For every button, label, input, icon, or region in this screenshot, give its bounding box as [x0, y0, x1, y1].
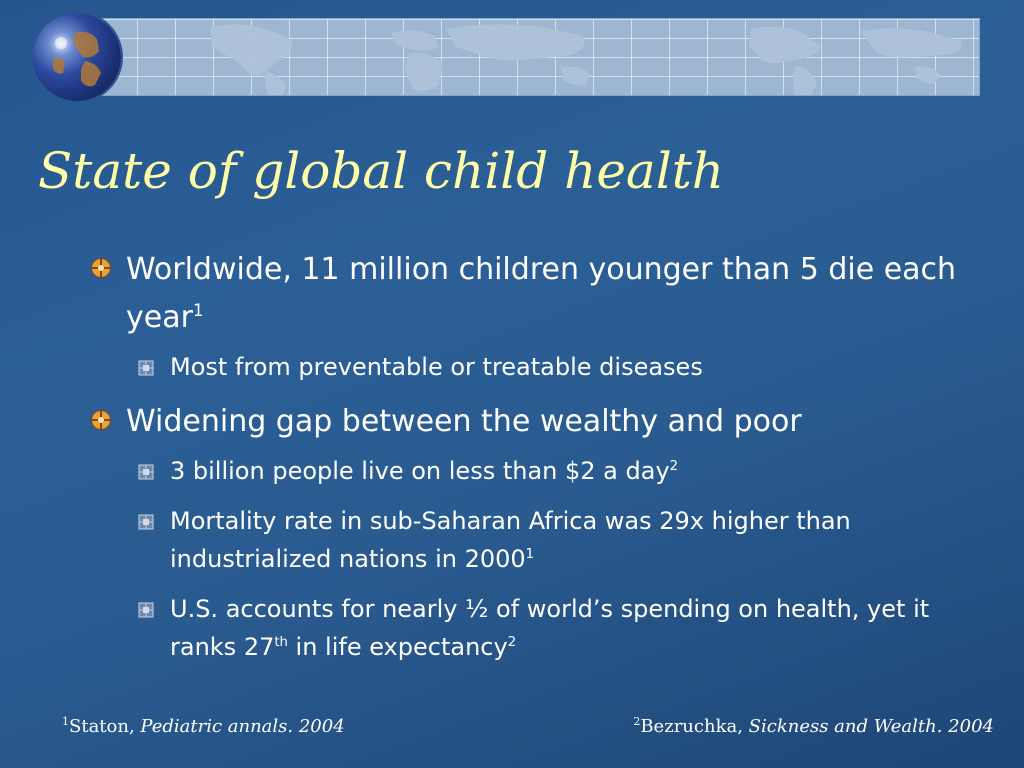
footnote-source: Sickness and Wealth. 2004 [748, 716, 994, 737]
sub-bullet-item: Mortality rate in sub-Saharan Africa was… [90, 502, 970, 578]
bullet-list: Worldwide, 11 million children younger t… [90, 246, 970, 678]
sub-bullet-text: Mortality rate in sub-Saharan Africa was… [170, 507, 851, 573]
footnote-right: 2Bezruchka, Sickness and Wealth. 2004 [633, 716, 994, 737]
square-bullet-icon [138, 514, 154, 530]
sub-bullet-item: U.S. accounts for nearly ½ of world’s sp… [90, 590, 970, 666]
compass-bullet-icon [91, 258, 111, 278]
footnote-author: Staton, [69, 716, 141, 737]
footnote-ref: 2 [633, 715, 641, 728]
sub-bullet-text: Most from preventable or treatable disea… [170, 353, 703, 381]
globe-icon [33, 13, 121, 101]
sub-bullet-item: Most from preventable or treatable disea… [90, 348, 970, 386]
sub-bullet-ref: 1 [525, 547, 535, 562]
ordinal-suffix: th [274, 635, 288, 650]
bullet-text: Widening gap between the wealthy and poo… [126, 404, 802, 439]
world-map-banner [60, 18, 980, 96]
sub-bullet-ref: 2 [669, 459, 679, 474]
bullet-item: Widening gap between the wealthy and poo… [90, 398, 970, 446]
square-bullet-icon [138, 464, 154, 480]
sub-bullet-text: U.S. accounts for nearly ½ of world’s sp… [170, 595, 930, 661]
sub-bullet-text: 3 billion people live on less than $2 a … [170, 457, 670, 485]
square-bullet-icon [138, 360, 154, 376]
footnote-left: 1Staton, Pediatric annals. 2004 [62, 716, 345, 737]
compass-bullet-icon [91, 410, 111, 430]
footnote-author: Bezruchka, [640, 716, 749, 737]
footnotes: 1Staton, Pediatric annals. 2004 2Bezruch… [62, 716, 994, 750]
bullet-text: Worldwide, 11 million children younger t… [126, 252, 957, 335]
slide-title: State of global child health [38, 142, 725, 200]
footnote-source: Pediatric annals. 2004 [140, 716, 345, 737]
sub-bullet-ref: 2 [507, 635, 517, 650]
sub-bullet-item: 3 billion people live on less than $2 a … [90, 452, 970, 490]
sub-bullet-text-continued: in life expectancy [287, 633, 508, 661]
bullet-ref: 1 [192, 301, 204, 320]
world-map-icon [211, 24, 962, 95]
footnote-ref: 1 [62, 715, 69, 728]
square-bullet-icon [138, 602, 154, 618]
bullet-item: Worldwide, 11 million children younger t… [90, 246, 970, 342]
